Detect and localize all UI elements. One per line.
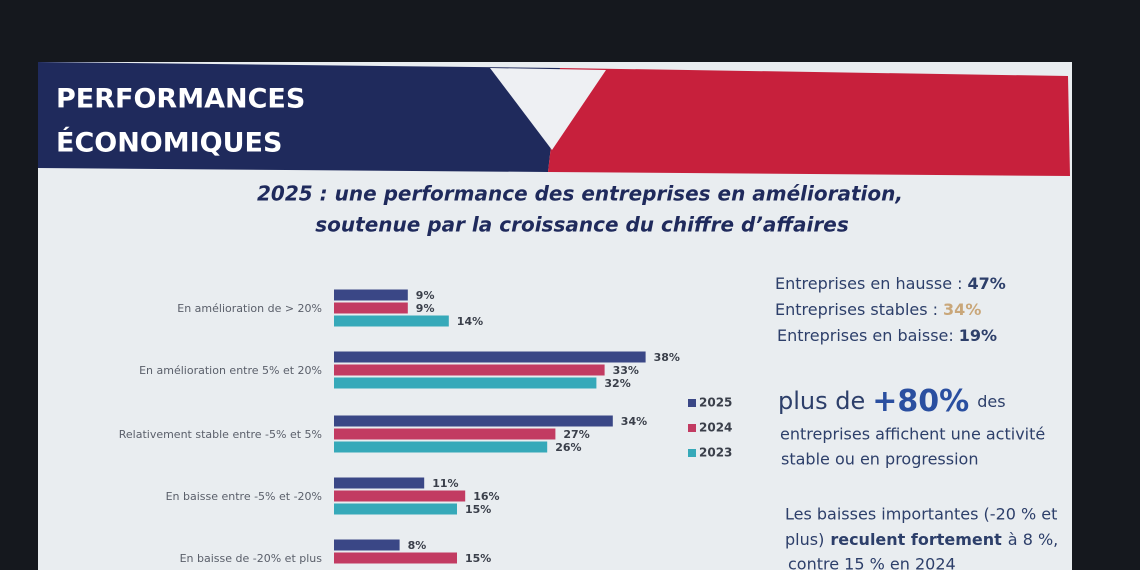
legend-label: 2025 (699, 396, 732, 410)
value-label: 8% (408, 539, 427, 552)
legend-swatch (688, 424, 696, 432)
value-label: 32% (604, 377, 630, 390)
highlight: plus de +80% des (778, 384, 1006, 419)
bar (334, 351, 646, 363)
highlight-figure: +80% (872, 384, 969, 419)
bar (334, 503, 457, 515)
legend-swatch (688, 449, 696, 457)
bar (334, 539, 400, 551)
bar (334, 552, 457, 564)
category-label: En amélioration entre 5% et 20% (139, 364, 322, 377)
chart-subtitle: soutenue par la croissance du chiffre d’… (315, 213, 849, 237)
category-label: En baisse entre -5% et -20% (166, 490, 322, 503)
summary-value: 19% (959, 326, 997, 345)
value-label: 9% (416, 302, 435, 315)
bar (334, 377, 597, 389)
header-title: PERFORMANCES (56, 84, 305, 115)
note-text: plus) reculent fortement à 8 %, (785, 530, 1058, 549)
value-label: 9% (416, 289, 435, 302)
bar (334, 315, 449, 327)
summary-item: Entreprises en hausse : 47% (775, 274, 1006, 293)
bar (334, 477, 425, 489)
note-text: Les baisses importantes (-20 % et (785, 505, 1057, 524)
category-label: En baisse de -20% et plus (180, 552, 323, 565)
summary-label: Entreprises en hausse : (775, 274, 963, 293)
highlight-text: stable ou en progression (781, 450, 978, 469)
value-label: 34% (621, 415, 647, 428)
category-label: Relativement stable entre -5% et 5% (119, 428, 322, 441)
header-navy (38, 62, 560, 172)
bar (334, 490, 466, 502)
legend-swatch (688, 399, 696, 407)
bar (334, 302, 408, 314)
header-title: ÉCONOMIQUES (56, 127, 282, 159)
value-label: 26% (555, 441, 581, 454)
legend-label: 2024 (699, 421, 732, 435)
note-part: plus) (785, 530, 824, 549)
header-red (548, 68, 1070, 176)
value-label: 33% (613, 364, 639, 377)
bar (334, 364, 605, 376)
summary-item: Entreprises stables : 34% (775, 300, 981, 319)
highlight-prefix: plus de (778, 387, 865, 415)
highlight-suffix: des (977, 392, 1005, 411)
header-triangle (490, 68, 606, 150)
summary-item: Entreprises en baisse: 19% (777, 326, 997, 345)
category-label: En amélioration de > 20% (177, 302, 322, 315)
value-label: 11% (432, 477, 458, 490)
summary-label: Entreprises stables : (775, 300, 938, 319)
value-label: 27% (563, 428, 589, 441)
note-bold: reculent fortement (830, 530, 1002, 549)
summary-label: Entreprises en baisse: (777, 326, 954, 345)
value-label: 16% (473, 490, 499, 503)
bar (334, 289, 408, 301)
summary-value: 34% (943, 300, 981, 319)
bar (334, 415, 613, 427)
chart-title: 2025 : une performance des entreprises e… (257, 182, 903, 206)
value-label: 14% (457, 315, 483, 328)
bar (334, 441, 548, 453)
value-label: 15% (465, 503, 491, 516)
bar (334, 428, 556, 440)
value-label: 15% (465, 552, 491, 565)
note-part: à 8 %, (1008, 530, 1058, 549)
note-text: contre 15 % en 2024 (788, 555, 956, 570)
legend-label: 2023 (699, 446, 732, 460)
summary-value: 47% (968, 274, 1006, 293)
value-label: 38% (654, 351, 680, 364)
highlight-text: entreprises affichent une activité (780, 425, 1045, 444)
